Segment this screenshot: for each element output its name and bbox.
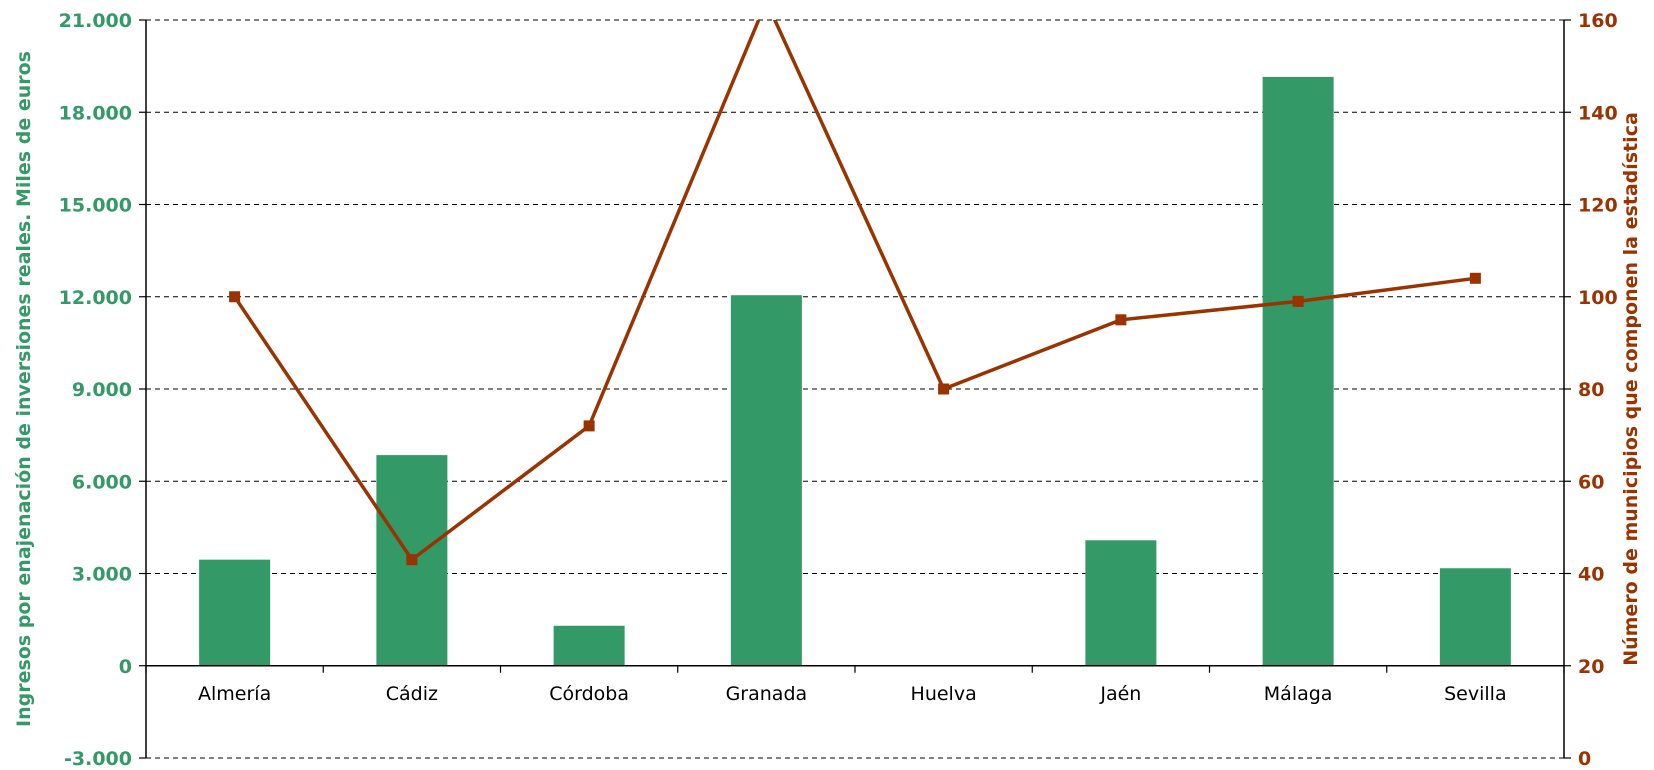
left-tick-label: 15.000 <box>59 195 132 217</box>
category-label: Jaén <box>1099 683 1141 705</box>
left-tick-label: 12.000 <box>59 287 132 309</box>
gridlines <box>146 19 1564 759</box>
right-tick-label: 60 <box>1578 471 1604 493</box>
left-tick-label: 0 <box>119 656 132 678</box>
left-tick-label: 9.000 <box>72 379 132 401</box>
bar-5 <box>1085 540 1157 666</box>
right-tick-label: 100 <box>1578 287 1618 309</box>
line-marker-1 <box>406 554 418 566</box>
left-tick-label: 21.000 <box>59 10 132 32</box>
left-tick-label: -3.000 <box>64 748 132 770</box>
category-label: Huelva <box>911 683 977 705</box>
line-path <box>233 20 1476 563</box>
bar-6 <box>1262 76 1334 666</box>
category-label: Granada <box>726 683 808 705</box>
left-tick-label: 6.000 <box>72 471 132 493</box>
right-tick-label: 40 <box>1578 564 1604 586</box>
right-axis-title: Número de municipios que componen la est… <box>1620 112 1642 666</box>
bar-7 <box>1439 568 1511 666</box>
bar-2 <box>553 625 625 666</box>
category-label: Córdoba <box>549 683 629 705</box>
right-axis-ticks: 0 20 40 60 80 100 120 140 160 <box>1578 10 1618 770</box>
line-marker-4 <box>938 383 950 395</box>
bar-3 <box>730 295 802 666</box>
right-tick-label: 20 <box>1578 656 1604 678</box>
right-tick-label: 0 <box>1578 748 1591 770</box>
left-axis-title: Ingresos por enajenación de inversiones … <box>13 51 35 727</box>
right-tick-label: 140 <box>1578 102 1618 124</box>
category-label: Almería <box>198 683 271 705</box>
line-series <box>229 20 1481 566</box>
axes <box>139 19 1571 759</box>
category-label: Cádiz <box>386 683 438 705</box>
right-tick-label: 120 <box>1578 195 1618 217</box>
bar-0 <box>199 559 271 666</box>
line-marker-7 <box>1469 272 1481 284</box>
left-tick-label: 18.000 <box>59 102 132 124</box>
bar-series <box>199 76 1511 667</box>
line-marker-2 <box>583 420 595 432</box>
line-marker-6 <box>1292 295 1304 307</box>
left-axis-ticks: -3.000 0 3.000 6.000 9.000 12.000 15.000 18.000… <box>59 10 132 770</box>
line-marker-0 <box>229 291 241 303</box>
right-tick-label: 80 <box>1578 379 1604 401</box>
right-tick-label: 160 <box>1578 10 1618 32</box>
category-labels: Almería Cádiz Córdoba Granada Huelva Jaén Mála… <box>198 683 1507 705</box>
category-label: Málaga <box>1264 683 1333 705</box>
line-marker-5 <box>1115 314 1127 326</box>
left-tick-label: 3.000 <box>72 564 132 586</box>
category-label: Sevilla <box>1444 683 1506 705</box>
